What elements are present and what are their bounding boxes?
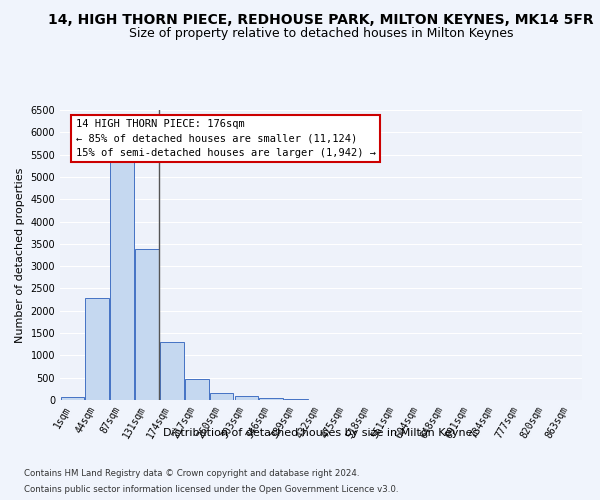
Bar (61, 396, 84, 400)
Bar (135, 249, 159, 400)
Bar (185, 378, 209, 400)
Bar (259, 398, 283, 400)
Text: Contains public sector information licensed under the Open Government Licence v3: Contains public sector information licen… (24, 485, 398, 494)
Text: 14, HIGH THORN PIECE, REDHOUSE PARK, MILTON KEYNES, MK14 5FR: 14, HIGH THORN PIECE, REDHOUSE PARK, MIL… (48, 12, 594, 26)
Text: Size of property relative to detached houses in Milton Keynes: Size of property relative to detached ho… (129, 28, 513, 40)
Bar (85, 298, 109, 400)
Text: 14 HIGH THORN PIECE: 176sqm
← 85% of detached houses are smaller (11,124)
15% of: 14 HIGH THORN PIECE: 176sqm ← 85% of det… (76, 118, 376, 158)
Text: Distribution of detached houses by size in Milton Keynes: Distribution of detached houses by size … (163, 428, 479, 438)
Bar (110, 158, 134, 400)
Bar (235, 396, 258, 400)
Y-axis label: Number of detached properties: Number of detached properties (15, 168, 25, 342)
Bar (210, 392, 233, 400)
Text: Contains HM Land Registry data © Crown copyright and database right 2024.: Contains HM Land Registry data © Crown c… (24, 468, 359, 477)
Bar (284, 398, 308, 400)
Bar (160, 342, 184, 400)
